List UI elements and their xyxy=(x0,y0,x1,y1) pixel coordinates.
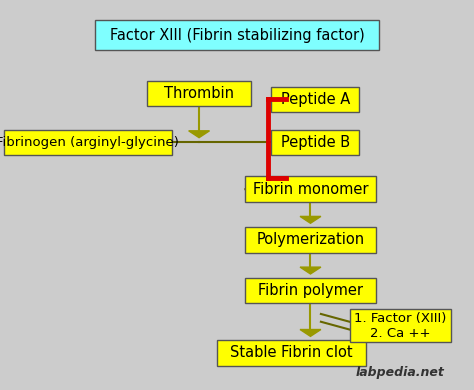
Text: 1. Factor (XIII)
2. Ca ++: 1. Factor (XIII) 2. Ca ++ xyxy=(355,312,447,340)
Polygon shape xyxy=(300,216,321,223)
Text: Fibrinogen (arginyl-glycine): Fibrinogen (arginyl-glycine) xyxy=(0,136,179,149)
Polygon shape xyxy=(189,131,210,138)
FancyBboxPatch shape xyxy=(95,21,379,50)
FancyBboxPatch shape xyxy=(271,129,359,155)
Polygon shape xyxy=(300,330,321,336)
Text: Fibrin monomer: Fibrin monomer xyxy=(253,182,368,197)
FancyBboxPatch shape xyxy=(246,227,375,253)
FancyBboxPatch shape xyxy=(271,87,359,112)
Text: labpedia.net: labpedia.net xyxy=(356,366,445,379)
Polygon shape xyxy=(300,267,321,274)
FancyBboxPatch shape xyxy=(349,309,451,342)
Text: Fibrin polymer: Fibrin polymer xyxy=(258,283,363,298)
FancyBboxPatch shape xyxy=(246,176,375,202)
Text: Polymerization: Polymerization xyxy=(256,232,365,247)
Text: Thrombin: Thrombin xyxy=(164,86,234,101)
FancyBboxPatch shape xyxy=(217,340,366,366)
FancyBboxPatch shape xyxy=(147,81,251,106)
FancyBboxPatch shape xyxy=(4,129,172,155)
Text: Peptide B: Peptide B xyxy=(281,135,350,150)
Text: Stable Fibrin clot: Stable Fibrin clot xyxy=(230,346,353,360)
FancyBboxPatch shape xyxy=(246,278,375,303)
Text: Factor XIII (Fibrin stabilizing factor): Factor XIII (Fibrin stabilizing factor) xyxy=(109,28,365,43)
Text: Peptide A: Peptide A xyxy=(281,92,350,107)
